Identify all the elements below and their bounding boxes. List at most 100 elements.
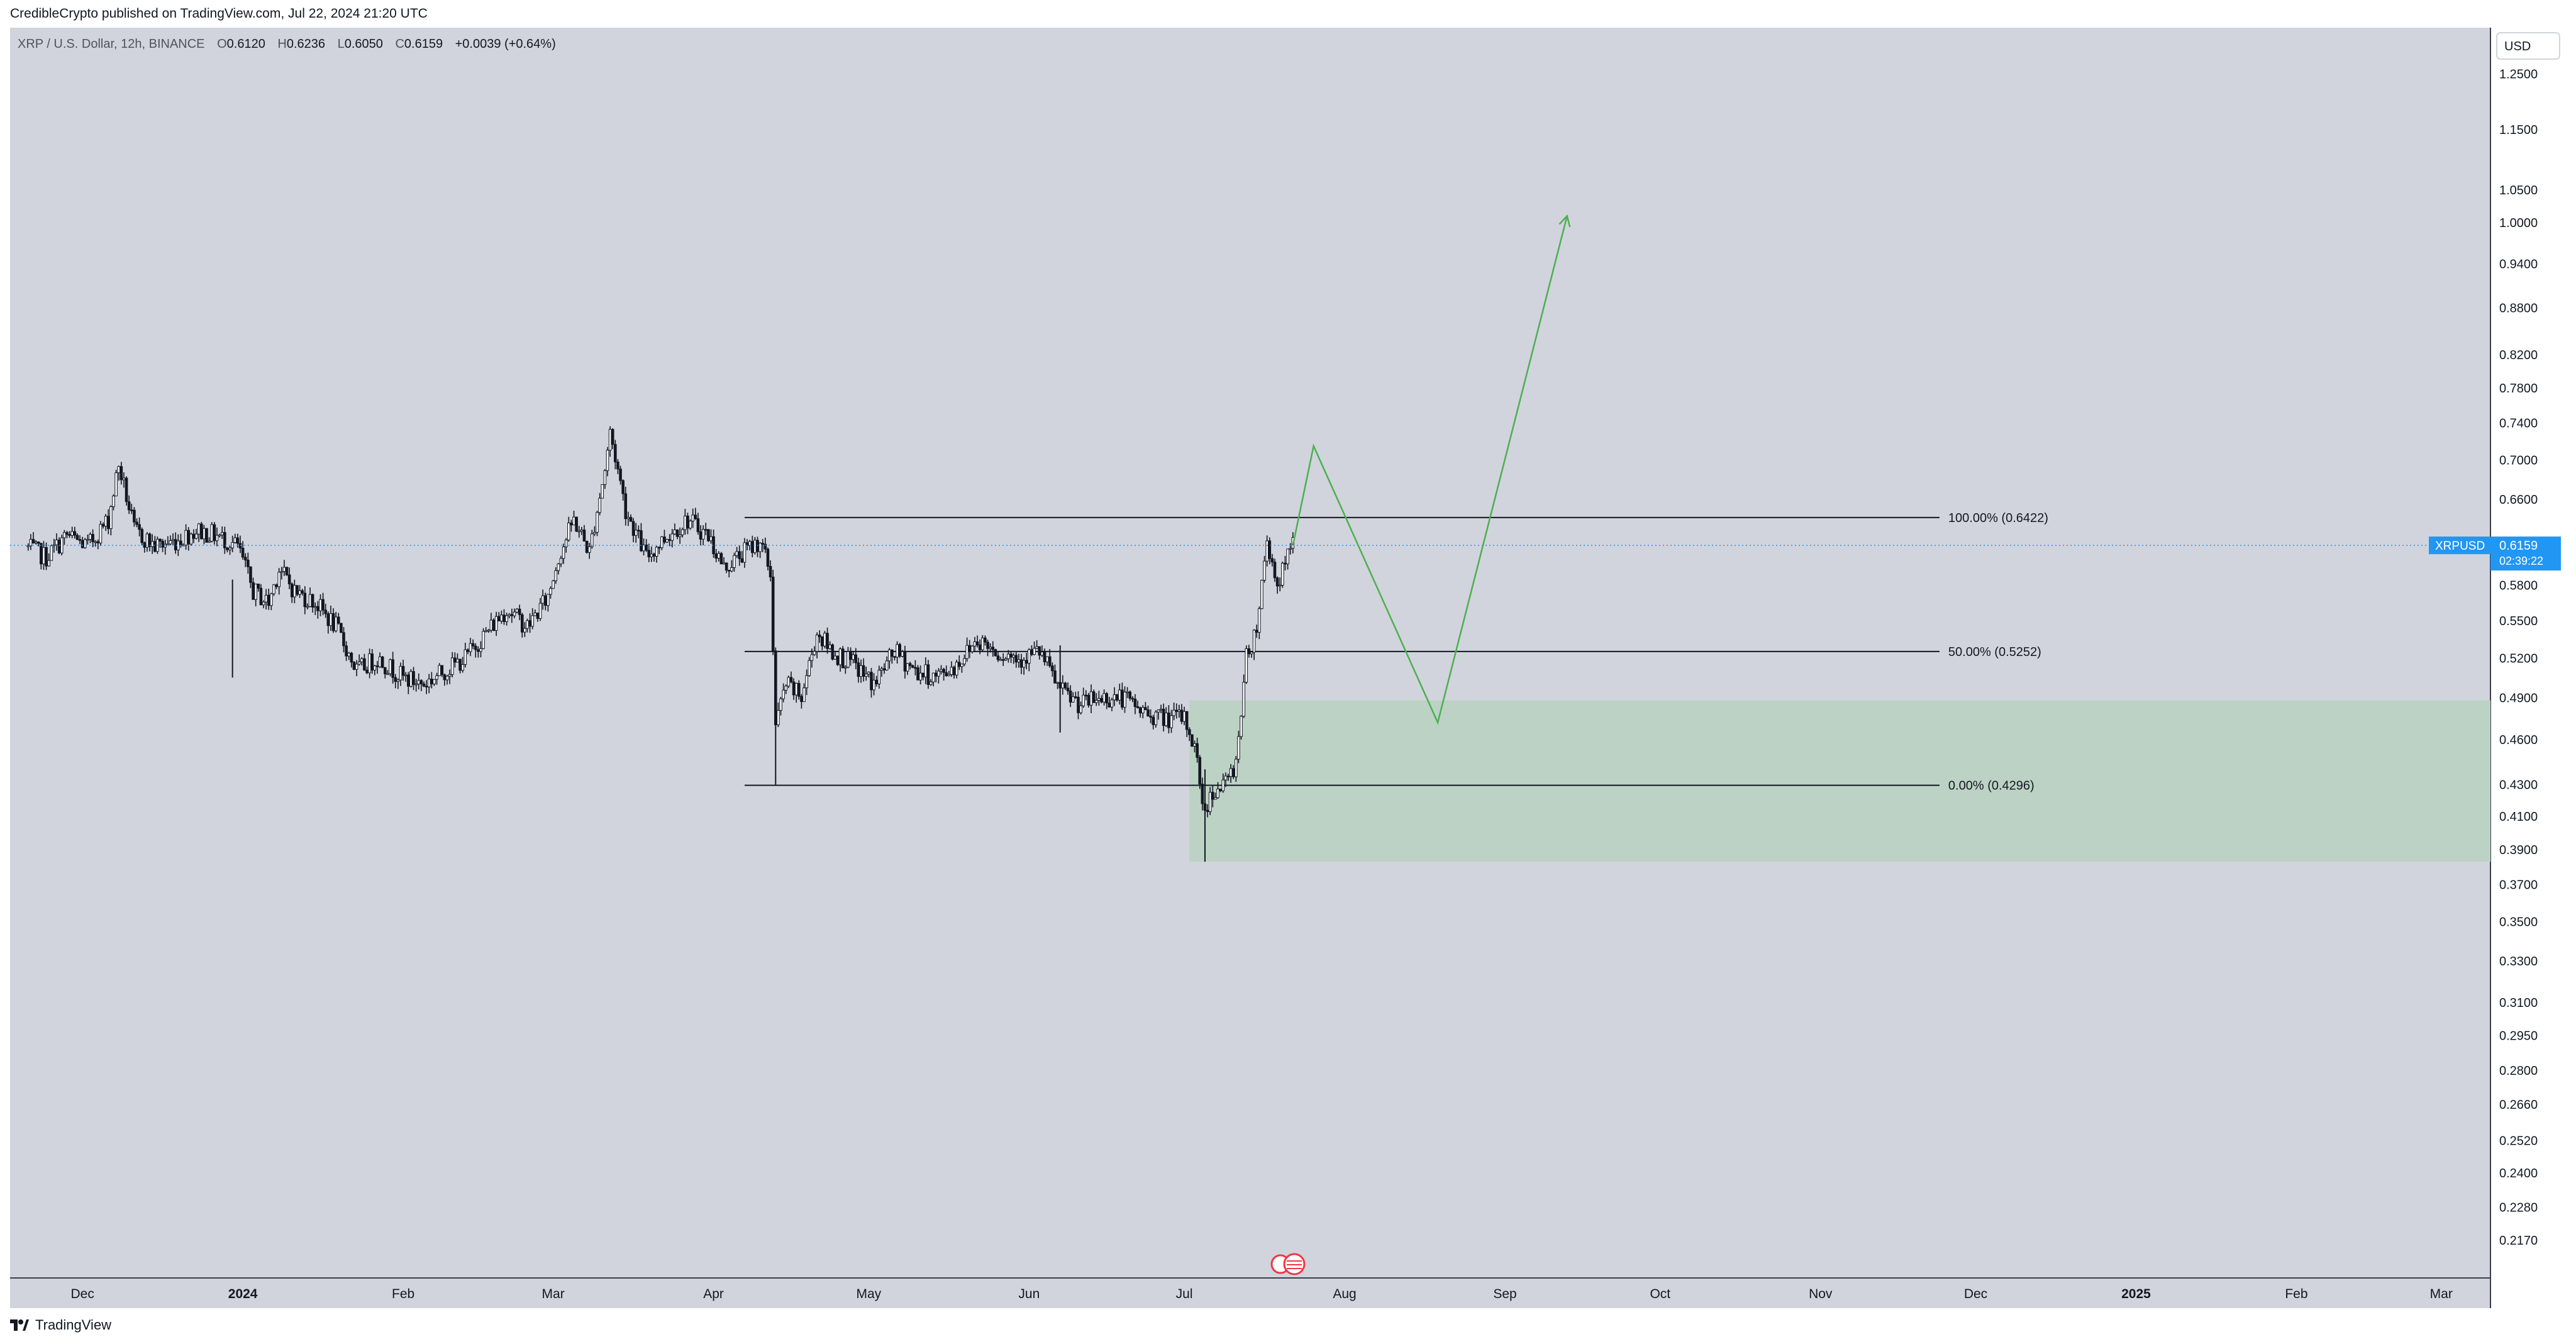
price-tick-label: 0.3700 [2499, 879, 2538, 892]
candle-body [347, 652, 351, 657]
candle [743, 538, 747, 568]
candle-body [758, 543, 762, 552]
candle-body [872, 679, 875, 691]
price-tick-label: 0.2950 [2499, 1030, 2538, 1043]
footer-brand: TradingView [35, 1317, 112, 1333]
candle [1128, 690, 1132, 701]
candle-body [784, 686, 788, 691]
candle-body [117, 466, 121, 474]
candle-body [104, 516, 108, 527]
candle [363, 653, 366, 671]
candle [86, 534, 89, 545]
candle [1126, 687, 1129, 699]
candle-body [171, 539, 175, 541]
candle-body [1258, 608, 1261, 633]
candle [722, 557, 726, 565]
candle [419, 679, 423, 692]
candle-body [689, 520, 692, 529]
candle [924, 657, 928, 684]
candle-body [86, 539, 89, 541]
candle-body [298, 590, 301, 595]
candle-body [601, 484, 604, 499]
candle-body [800, 696, 803, 703]
candle-body [960, 664, 963, 667]
candle-body [287, 574, 291, 585]
time-tick-label: 2025 [2121, 1287, 2151, 1301]
candle [1141, 705, 1145, 719]
candle [65, 531, 69, 538]
candle [319, 594, 322, 616]
candle [756, 536, 759, 557]
candle [675, 529, 679, 540]
candle-body [267, 594, 270, 606]
candle [380, 656, 384, 669]
candle [970, 645, 974, 653]
candle [508, 613, 511, 619]
candle-body [101, 524, 105, 527]
candle [350, 652, 353, 668]
candle-body [585, 540, 589, 553]
candle [321, 592, 325, 616]
candle [1136, 701, 1140, 709]
candle [836, 655, 840, 666]
candle [870, 668, 873, 698]
candle [1182, 706, 1186, 726]
candle [655, 545, 658, 563]
candle-body [660, 536, 663, 548]
candle-body [187, 530, 191, 545]
candle [282, 560, 286, 576]
candle [306, 603, 309, 609]
price-tag-value: 0.6159 [2499, 539, 2538, 553]
candle-body [942, 669, 945, 673]
candle [582, 525, 586, 542]
fib-retracement[interactable]: 100.00% (0.6422) 50.00% (0.5252) 0.00% (0.… [744, 511, 2048, 793]
candle [1118, 684, 1121, 705]
candle-body [1214, 797, 1217, 800]
candle [554, 567, 558, 584]
projection-line[interactable] [1292, 216, 1568, 725]
candle [301, 589, 304, 596]
candle-body [482, 631, 485, 649]
candle [68, 531, 71, 538]
candle [228, 545, 231, 555]
candle [414, 679, 418, 692]
candle [696, 513, 700, 535]
candle-body [497, 616, 501, 621]
candle [906, 663, 909, 675]
candle [145, 532, 149, 552]
candle [621, 479, 625, 501]
candle-body [867, 672, 870, 675]
price-axis[interactable]: 1.2500 1.1500 1.0500 1.0000 0.9400 0.8800 0.82… [2499, 68, 2538, 1248]
candle [1121, 682, 1124, 710]
candle-body [854, 654, 858, 664]
fib-level-label: 50.00% (0.5252) [1948, 645, 2041, 659]
candle-body [1255, 630, 1258, 633]
candle [1051, 662, 1054, 677]
candle-body [45, 547, 48, 567]
legend-close: 0.6159 [404, 37, 443, 51]
candle-body [1123, 691, 1126, 708]
candle-body [450, 657, 454, 675]
candle [1009, 652, 1013, 664]
candle [862, 658, 865, 682]
candle [375, 661, 379, 674]
candle-body [963, 658, 966, 665]
candle [417, 673, 421, 690]
candle [218, 533, 221, 538]
candle-body [1105, 693, 1109, 704]
candle-body [458, 658, 462, 671]
event-icons[interactable] [1270, 1253, 1306, 1275]
candle-body [384, 667, 387, 674]
candle [200, 521, 203, 540]
candle [342, 627, 345, 653]
candle [45, 542, 48, 570]
candle [241, 541, 245, 560]
time-axis[interactable]: Dec 2024 Feb Mar Apr May Jun Jul Aug Sep Oct Nov Dec… [70, 1287, 2452, 1301]
candle-body [1180, 709, 1184, 722]
candle [1094, 692, 1098, 706]
projection-path[interactable] [1292, 214, 1571, 725]
candle-body [908, 663, 912, 666]
candle-body [140, 529, 144, 543]
currency-button[interactable]: USD [2496, 32, 2560, 60]
